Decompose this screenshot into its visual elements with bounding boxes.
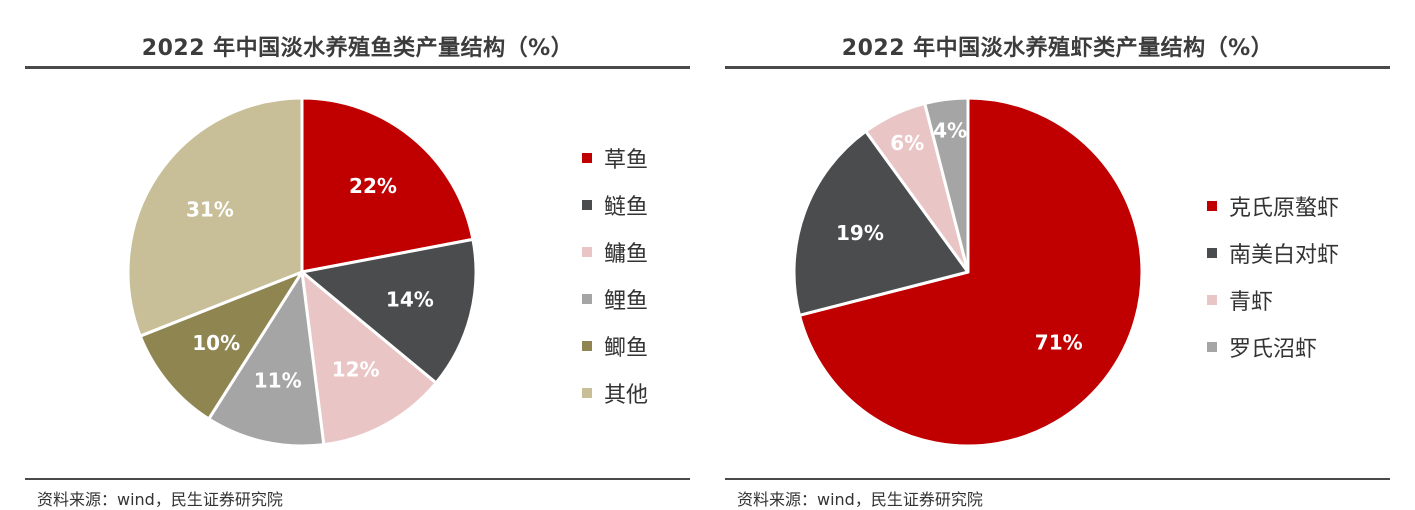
footer-divider: [25, 478, 690, 480]
legend-label: 南美白对虾: [1229, 243, 1340, 268]
slice-data-label: 71%: [1035, 330, 1083, 354]
pie-slice-5: [138, 270, 304, 421]
legend-item: 罗氏沼虾: [1207, 331, 1317, 363]
legend-swatch: [582, 200, 592, 210]
slice-data-label: 14%: [386, 288, 434, 312]
chart-title: 2022 年中国淡水养殖虾类产量结构（%）: [841, 36, 1274, 61]
pie-slice-3: [300, 270, 438, 447]
legend-item: 鳙鱼: [582, 236, 648, 268]
pie-slice-6: [126, 96, 304, 338]
slice-data-label: 4%: [933, 118, 967, 142]
legend-item: 鲤鱼: [582, 283, 648, 315]
legend-item: 克氏原螯虾: [1207, 190, 1339, 222]
shrimp-chart-panel: 2022 年中国淡水养殖虾类产量结构（%） 71% 19% 6% 4% 克氏原螯虾南美…: [725, 0, 1390, 509]
fish-pie-chart: 22% 14% 12% 11% 10% 31%: [126, 96, 478, 448]
legend-label: 青虾: [1229, 290, 1274, 315]
slice-data-label: 22%: [349, 174, 397, 198]
source-note: 资料来源：wind，民生证券研究院: [37, 490, 283, 509]
pie-slice-4: [923, 96, 970, 274]
legend-label: 鲤鱼: [604, 289, 649, 314]
legend-swatch: [582, 388, 592, 398]
legend-item: 青虾: [1207, 284, 1273, 316]
legend-item: 其他: [582, 377, 648, 409]
legend-label: 鲢鱼: [604, 195, 649, 220]
pie-slice-2: [792, 129, 970, 317]
slice-data-label: 31%: [186, 197, 234, 221]
legend-label: 其他: [604, 383, 649, 408]
pie-slice-1: [300, 96, 475, 274]
legend-label: 鳙鱼: [604, 242, 649, 267]
pie-slice-2: [300, 237, 478, 385]
legend-label: 鲫鱼: [604, 336, 649, 361]
slice-data-label: 12%: [332, 358, 380, 382]
legend-label: 克氏原螯虾: [1229, 196, 1340, 221]
legend-swatch: [582, 341, 592, 351]
fish-chart-panel: 2022 年中国淡水养殖鱼类产量结构（%） 22% 14% 12% 11% 10% 31%…: [25, 0, 690, 509]
slice-data-label: 10%: [192, 331, 240, 355]
slice-data-label: 19%: [836, 221, 884, 245]
legend-item: 草鱼: [582, 142, 648, 174]
legend-item: 南美白对虾: [1207, 237, 1339, 269]
chart-title: 2022 年中国淡水养殖鱼类产量结构（%）: [141, 36, 574, 61]
legend-item: 鲢鱼: [582, 189, 648, 221]
legend-swatch: [582, 247, 592, 257]
source-note: 资料来源：wind，民生证券研究院: [737, 490, 983, 509]
legend-label: 草鱼: [604, 148, 649, 173]
legend-swatch: [1207, 342, 1217, 352]
pie-slice-1: [797, 96, 1144, 448]
footer-divider: [725, 478, 1390, 480]
slice-data-label: 6%: [890, 131, 924, 155]
legend-label: 罗氏沼虾: [1229, 337, 1318, 362]
slice-data-label: 11%: [254, 369, 302, 393]
legend-swatch: [1207, 248, 1217, 258]
shrimp-pie-chart: 71% 19% 6% 4%: [792, 96, 1144, 448]
legend-swatch: [1207, 295, 1217, 305]
pie-slice-4: [207, 270, 326, 448]
title-divider: [725, 66, 1390, 69]
legend-swatch: [582, 294, 592, 304]
legend-swatch: [1207, 201, 1217, 211]
title-divider: [25, 66, 690, 69]
legend-item: 鲫鱼: [582, 330, 648, 362]
legend-swatch: [582, 153, 592, 163]
